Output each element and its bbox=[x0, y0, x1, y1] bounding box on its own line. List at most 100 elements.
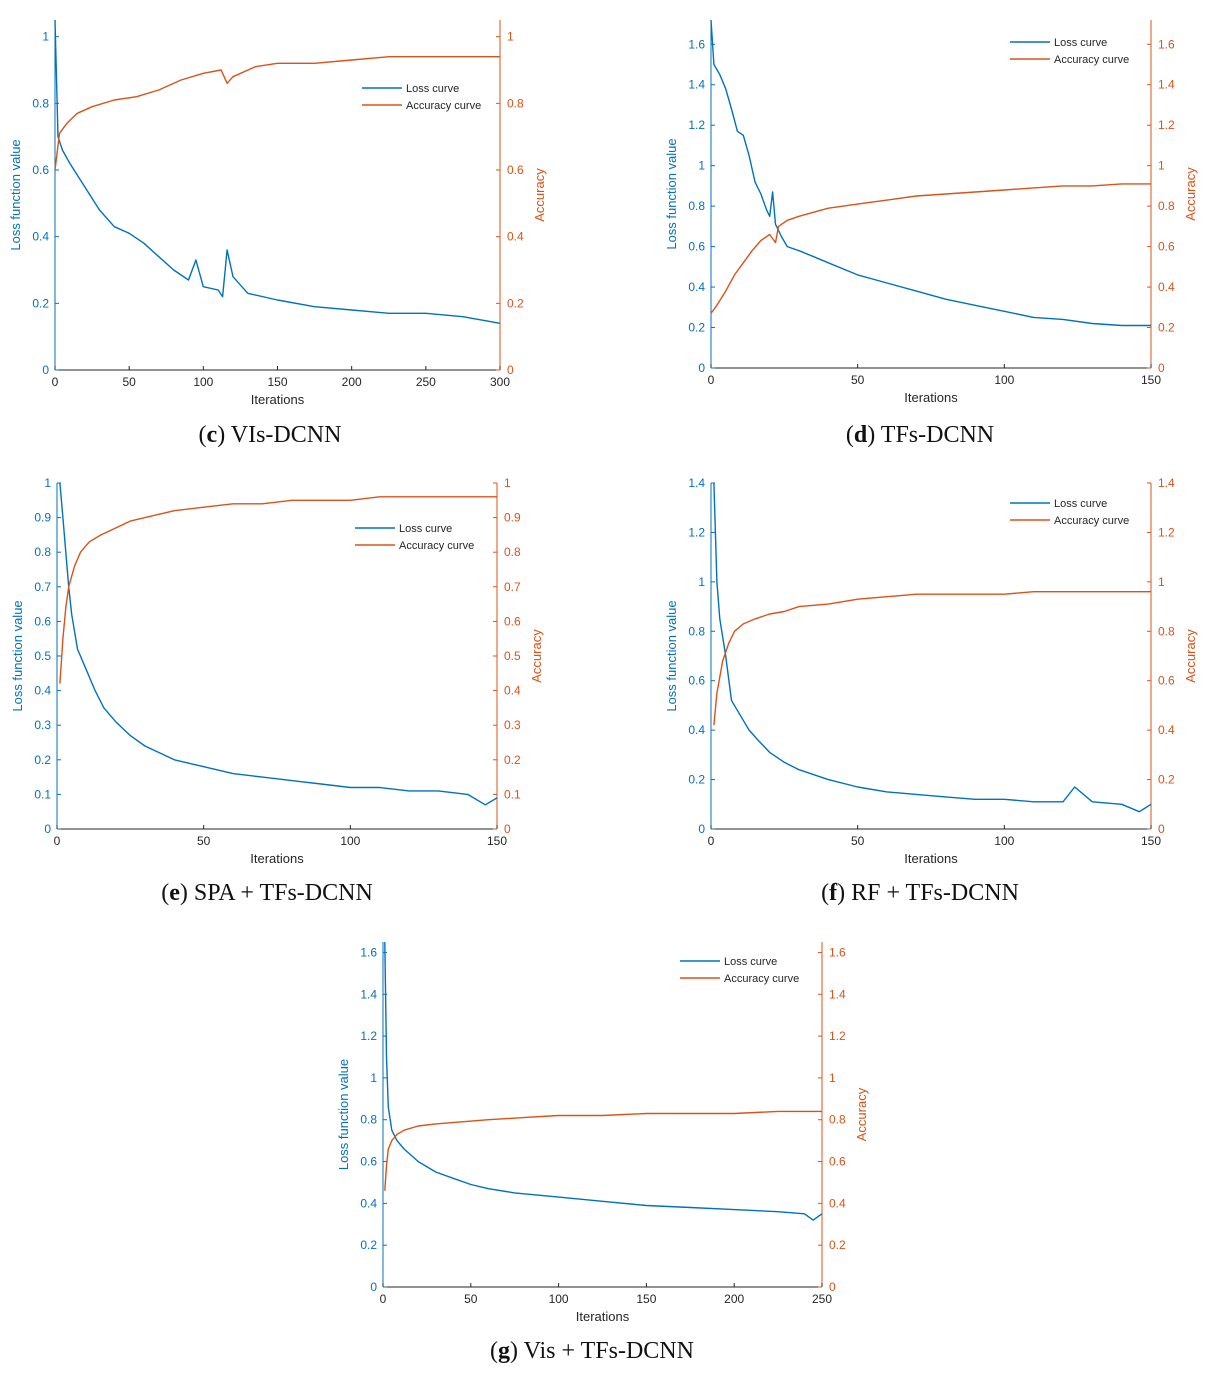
left-y-tick-label: 0.2 bbox=[34, 753, 51, 767]
right-y-tick-label: 0 bbox=[1158, 822, 1165, 836]
left-y-tick-label: 1.2 bbox=[688, 118, 705, 132]
x-tick-label: 50 bbox=[122, 375, 136, 389]
x-tick-label: 50 bbox=[851, 834, 865, 848]
right-y-tick-label: 0.4 bbox=[504, 684, 521, 698]
left-y-tick-label: 0.8 bbox=[360, 1113, 377, 1127]
right-y-tick-label: 0.2 bbox=[1158, 321, 1175, 335]
left-y-tick-label: 0.6 bbox=[34, 614, 51, 628]
left-y-tick-label: 1.2 bbox=[688, 525, 705, 539]
loss-curve-line bbox=[384, 941, 823, 1221]
left-y-tick-label: 0.4 bbox=[360, 1196, 377, 1210]
right-y-tick-label: 1.6 bbox=[829, 945, 846, 959]
right-y-tick-label: 0.2 bbox=[507, 296, 524, 310]
accuracy-curve-line bbox=[54, 56, 500, 171]
x-tick-label: 150 bbox=[1141, 373, 1161, 387]
x-tick-label: 100 bbox=[994, 373, 1014, 387]
legend-loss-label: Loss curve bbox=[406, 83, 459, 95]
x-tick-label: 0 bbox=[52, 375, 59, 389]
x-tick-label: 0 bbox=[54, 834, 61, 848]
right-y-tick-label: 0.8 bbox=[504, 545, 521, 559]
caption-paren: ( bbox=[846, 422, 854, 448]
left-y-tick-label: 1 bbox=[698, 575, 705, 589]
right-y-tick-label: 0.3 bbox=[504, 718, 521, 732]
right-y-tick-label: 0.6 bbox=[1158, 674, 1175, 688]
left-y-tick-label: 0.4 bbox=[32, 230, 49, 244]
legend-loss-label: Loss curve bbox=[1054, 37, 1107, 49]
caption-text: SPA + TFs-DCNN bbox=[188, 880, 373, 906]
loss-curve-line bbox=[59, 482, 498, 806]
caption: (g) Vis + TFs-DCNN bbox=[490, 1338, 694, 1364]
caption-text: RF + TFs-DCNN bbox=[845, 880, 1019, 906]
right-y-tick-label: 0.9 bbox=[504, 511, 521, 525]
x-tick-label: 0 bbox=[380, 1292, 387, 1306]
right-y-tick-label: 0.8 bbox=[829, 1113, 846, 1127]
left-y-tick-label: 1.4 bbox=[688, 78, 705, 92]
caption: (d) TFs-DCNN bbox=[846, 422, 994, 448]
caption-letter: d bbox=[854, 422, 868, 448]
x-tick-label: 100 bbox=[994, 834, 1014, 848]
caption-paren: ) bbox=[510, 1338, 518, 1364]
caption-paren: ( bbox=[199, 422, 207, 448]
left-y-tick-label: 1.4 bbox=[360, 987, 377, 1001]
right-y-axis-label: Accuracy bbox=[1183, 167, 1198, 221]
accuracy-curve-line bbox=[713, 591, 1151, 726]
right-y-tick-label: 0.4 bbox=[829, 1196, 846, 1210]
x-axis-label: Iterations bbox=[904, 851, 958, 866]
left-y-tick-label: 0.9 bbox=[34, 511, 51, 525]
right-y-tick-label: 1 bbox=[829, 1071, 836, 1085]
legend-accuracy-label: Accuracy curve bbox=[1054, 54, 1129, 66]
x-axis-label: Iterations bbox=[904, 390, 958, 405]
x-tick-label: 150 bbox=[1141, 834, 1161, 848]
left-y-tick-label: 0.2 bbox=[32, 296, 49, 310]
right-y-tick-label: 0.8 bbox=[1158, 199, 1175, 213]
right-y-tick-label: 1 bbox=[1158, 575, 1165, 589]
right-y-tick-label: 0.2 bbox=[504, 753, 521, 767]
right-y-axis-label: Accuracy bbox=[529, 629, 544, 683]
left-y-tick-label: 1 bbox=[370, 1071, 377, 1085]
accuracy-curve-line bbox=[384, 1110, 822, 1191]
x-tick-label: 150 bbox=[636, 1292, 656, 1306]
right-y-tick-label: 0.5 bbox=[504, 649, 521, 663]
caption-paren: ) bbox=[180, 880, 188, 906]
x-tick-label: 0 bbox=[708, 834, 715, 848]
right-y-tick-label: 1.2 bbox=[1158, 118, 1175, 132]
accuracy-curve-line bbox=[710, 183, 1151, 314]
right-y-tick-label: 0.8 bbox=[507, 96, 524, 110]
x-tick-label: 50 bbox=[464, 1292, 478, 1306]
left-y-tick-label: 0 bbox=[42, 363, 49, 377]
left-y-tick-label: 1 bbox=[42, 30, 49, 44]
caption-letter: f bbox=[829, 880, 838, 906]
legend-loss-label: Loss curve bbox=[399, 523, 452, 535]
left-y-axis-label: Loss function value bbox=[664, 138, 679, 249]
right-y-tick-label: 0.6 bbox=[829, 1155, 846, 1169]
caption-paren: ( bbox=[490, 1338, 498, 1364]
right-y-tick-label: 0 bbox=[1158, 361, 1165, 375]
right-y-tick-label: 1.2 bbox=[1158, 525, 1175, 539]
left-y-tick-label: 0.1 bbox=[34, 787, 51, 801]
x-axis-label: Iterations bbox=[250, 851, 304, 866]
x-tick-label: 150 bbox=[487, 834, 507, 848]
left-y-tick-label: 0.6 bbox=[688, 240, 705, 254]
left-y-axis-label: Loss function value bbox=[336, 1059, 351, 1170]
left-y-tick-label: 0.2 bbox=[360, 1238, 377, 1252]
right-y-axis-label: Accuracy bbox=[532, 168, 547, 222]
left-y-tick-label: 0.8 bbox=[34, 545, 51, 559]
left-y-tick-label: 0.3 bbox=[34, 718, 51, 732]
left-y-tick-label: 0 bbox=[370, 1280, 377, 1294]
x-tick-label: 200 bbox=[342, 375, 362, 389]
right-y-tick-label: 0.8 bbox=[1158, 624, 1175, 638]
right-y-tick-label: 0.2 bbox=[829, 1238, 846, 1252]
left-y-tick-label: 0.2 bbox=[688, 773, 705, 787]
x-axis-label: Iterations bbox=[576, 1309, 630, 1324]
loss-curve-line bbox=[713, 482, 1152, 813]
x-tick-label: 250 bbox=[416, 375, 436, 389]
right-y-tick-label: 0.1 bbox=[504, 787, 521, 801]
caption-paren: ) bbox=[217, 422, 225, 448]
x-tick-label: 200 bbox=[724, 1292, 744, 1306]
right-y-tick-label: 1 bbox=[507, 30, 514, 44]
caption: (f) RF + TFs-DCNN bbox=[821, 880, 1019, 906]
right-y-tick-label: 1.6 bbox=[1158, 37, 1175, 51]
left-y-tick-label: 0.6 bbox=[32, 163, 49, 177]
